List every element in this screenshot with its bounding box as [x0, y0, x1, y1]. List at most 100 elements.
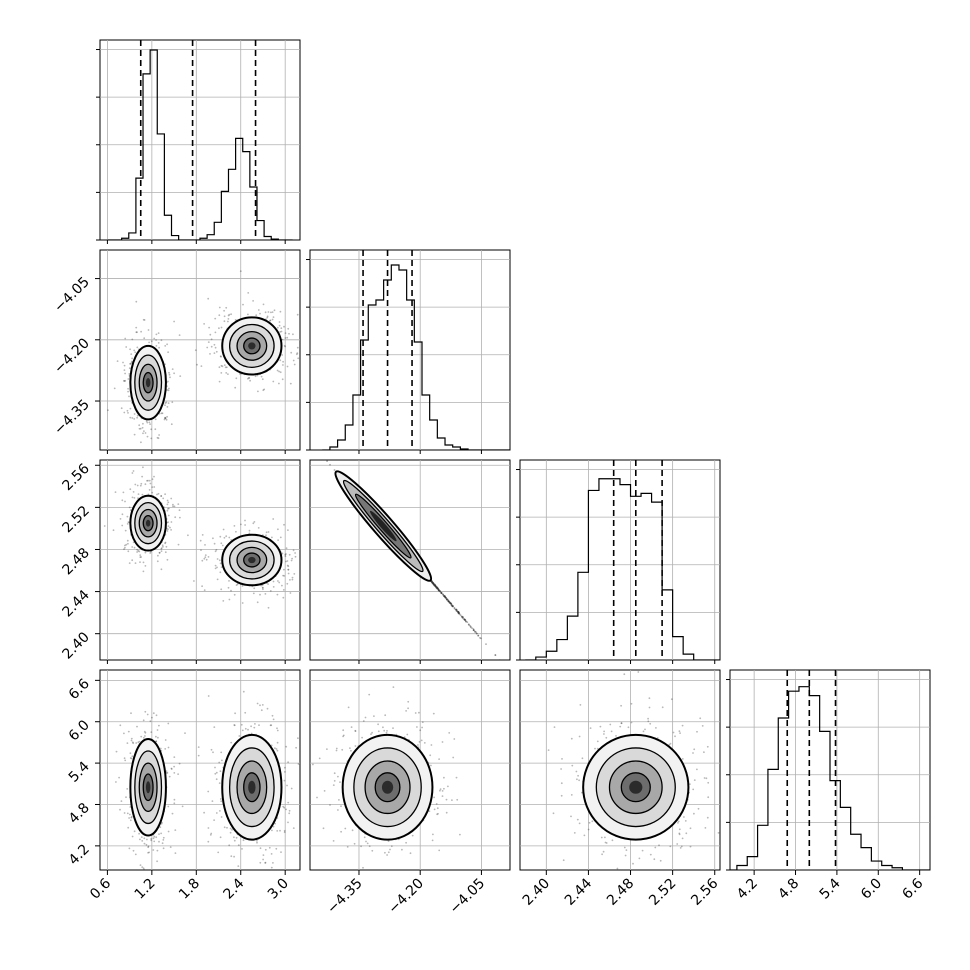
sample-point	[126, 409, 129, 412]
density-contour-1-5	[629, 780, 643, 794]
y-tick-label: 4.2	[66, 841, 93, 868]
sample-point	[464, 619, 467, 622]
sample-point	[160, 568, 163, 571]
sample-point	[239, 373, 241, 375]
sample-point	[214, 346, 217, 349]
sample-point	[266, 707, 269, 710]
sample-point	[131, 755, 134, 758]
sample-point	[474, 630, 476, 633]
sample-point	[292, 827, 295, 829]
sample-point	[701, 725, 704, 727]
sample-point	[199, 539, 202, 542]
sample-point	[254, 723, 256, 725]
sample-point	[278, 581, 281, 584]
x-axis-1: 0.6 1.2 1.8 2.4 3.0	[87, 870, 292, 903]
sample-point	[222, 528, 225, 531]
sample-point	[262, 858, 264, 861]
sample-point	[256, 841, 258, 844]
sample-point	[440, 592, 443, 594]
sample-point	[259, 861, 262, 864]
sample-point	[157, 332, 160, 334]
sample-point	[200, 365, 203, 367]
hist-panel-3	[516, 459, 721, 661]
x-tick-label: 5.4	[817, 875, 844, 902]
sample-point	[439, 789, 441, 792]
sample-point	[462, 617, 465, 620]
sample-point	[468, 624, 471, 627]
sample-point	[118, 776, 120, 779]
sample-point	[207, 341, 210, 343]
density-contour-2-5	[248, 780, 256, 794]
sample-point	[164, 417, 167, 419]
sample-point	[439, 590, 441, 593]
sample-point	[174, 516, 177, 519]
sample-point	[155, 735, 157, 738]
sample-point	[436, 586, 438, 589]
sample-point	[204, 554, 207, 556]
sample-point	[616, 882, 618, 884]
sample-point	[409, 852, 412, 855]
sample-point	[322, 456, 324, 458]
sample-point	[284, 766, 286, 769]
sample-point	[132, 470, 135, 472]
sample-point	[430, 744, 433, 746]
sample-point	[649, 722, 652, 725]
sample-point	[203, 323, 206, 325]
sample-point	[161, 842, 164, 845]
sample-point	[477, 634, 480, 637]
sample-point	[610, 730, 613, 733]
sample-point	[432, 583, 435, 585]
sample-point	[154, 428, 157, 431]
sample-point	[442, 593, 444, 596]
histogram-step	[525, 478, 720, 660]
sample-point	[220, 364, 223, 367]
sample-point	[333, 780, 336, 782]
sample-point	[147, 329, 150, 331]
sample-point	[553, 726, 556, 728]
y-tick-label: 2.56	[59, 461, 92, 494]
sample-point	[162, 497, 165, 500]
sample-point	[216, 578, 219, 581]
sample-point	[233, 593, 236, 596]
sample-point	[474, 631, 476, 633]
sample-point	[156, 493, 158, 496]
sample-point	[655, 727, 657, 729]
sample-point	[287, 568, 290, 571]
density-contour-1-5	[145, 781, 151, 794]
x-tick-label: −4.05	[447, 876, 489, 918]
sample-point	[159, 826, 162, 829]
sample-point	[128, 373, 131, 375]
sample-point	[264, 862, 267, 864]
sample-point	[135, 326, 138, 329]
sample-point	[151, 491, 154, 494]
sample-point	[166, 499, 169, 502]
sample-point	[140, 735, 143, 738]
sample-point	[279, 359, 282, 362]
sample-point	[171, 401, 174, 404]
sample-point	[209, 353, 211, 355]
sample-point	[485, 643, 487, 645]
sample-point	[207, 556, 210, 558]
sample-point	[259, 847, 262, 850]
sample-point	[128, 847, 131, 850]
sample-point	[150, 428, 153, 431]
sample-point	[287, 327, 290, 330]
sample-point	[155, 333, 158, 336]
sample-point	[127, 390, 129, 393]
sample-point	[152, 837, 155, 840]
sample-point	[644, 728, 646, 731]
sample-point	[148, 341, 151, 344]
sample-point	[464, 618, 466, 621]
sample-point	[384, 851, 386, 854]
histogram-step	[107, 49, 293, 240]
sample-point	[140, 441, 142, 444]
sample-point	[431, 581, 434, 584]
sample-point	[287, 565, 290, 568]
histogram-step	[322, 264, 510, 450]
sample-point	[229, 827, 232, 830]
sample-point	[438, 589, 440, 592]
sample-point	[142, 318, 145, 321]
sample-point	[215, 548, 218, 551]
sample-point	[270, 724, 273, 727]
sample-point	[467, 623, 470, 626]
